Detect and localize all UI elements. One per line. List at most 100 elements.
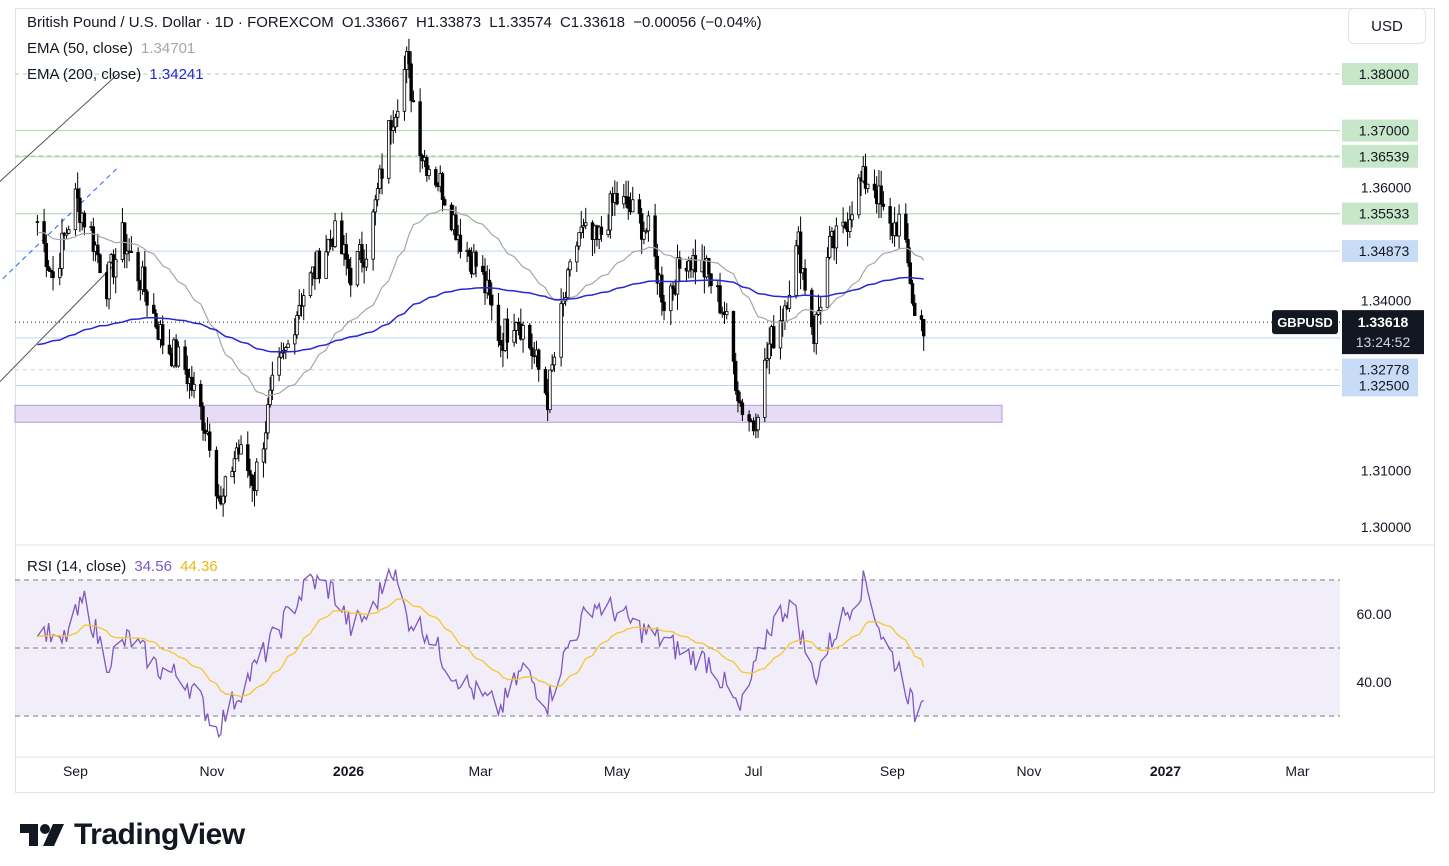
candle (566, 267, 570, 300)
candle-body (371, 211, 375, 260)
candle-body (270, 374, 275, 391)
candle-body (816, 310, 821, 315)
candle-body (552, 356, 557, 366)
candle-body (644, 230, 648, 233)
candle (579, 211, 583, 239)
candle (67, 225, 71, 235)
level-tag[interactable]: 1.34873 (1342, 240, 1418, 263)
candle (98, 253, 102, 274)
level-tag[interactable]: 1.38000 (1342, 63, 1418, 85)
currency-button[interactable]: USD (1348, 8, 1426, 44)
candle-body (622, 196, 626, 205)
candle (266, 397, 270, 440)
time-axis-label: Jul (745, 763, 763, 779)
candle-body (910, 283, 915, 304)
candle-body (707, 257, 711, 275)
candle-body (631, 199, 635, 213)
candle (122, 222, 127, 269)
candle (333, 212, 337, 249)
candle-body (73, 188, 78, 231)
candle (631, 186, 635, 213)
candle (402, 55, 407, 121)
candle-body (221, 495, 225, 505)
ema50-legend[interactable]: EMA (50, close) 1.34701 (27, 40, 199, 57)
rsi-tick: 60.00 (1356, 606, 1391, 622)
candle (606, 214, 610, 238)
candle (60, 218, 64, 276)
candle-body (255, 461, 259, 492)
level-tag[interactable]: 1.36539 (1342, 145, 1418, 168)
candle (608, 190, 613, 239)
ema200-legend[interactable]: EMA (200, close) 1.34241 (27, 66, 208, 83)
rsi-legend[interactable]: RSI (14, close) 34.56 44.36 (27, 558, 222, 575)
candle (897, 204, 901, 250)
candle-body (308, 272, 313, 297)
candle (756, 414, 760, 438)
candle (736, 381, 740, 413)
level-tag[interactable]: 1.35533 (1342, 202, 1418, 225)
time-axis-label: Sep (880, 763, 905, 779)
candle (78, 187, 82, 232)
candle-body (344, 244, 348, 260)
candle (725, 303, 729, 320)
candle (378, 164, 382, 194)
level-tag[interactable]: 1.32500 (1342, 374, 1418, 397)
candle (841, 207, 845, 234)
candle-body (297, 304, 301, 316)
candle (751, 417, 756, 436)
brand-name: TradingView (74, 818, 245, 851)
candle (765, 341, 769, 369)
candle-body (913, 302, 917, 316)
candle (881, 191, 886, 211)
candle (678, 250, 682, 283)
level-tag[interactable]: 1.37000 (1342, 119, 1418, 142)
candle (44, 234, 49, 278)
candle (738, 391, 742, 407)
candle-body (263, 432, 268, 450)
candle (816, 294, 821, 316)
candle (46, 260, 51, 272)
candle (626, 180, 630, 220)
ema50-label: EMA (50, close) (27, 40, 133, 57)
candle-body (514, 322, 519, 331)
candle (216, 484, 221, 502)
candle-body (754, 429, 758, 432)
candle-body (888, 206, 892, 224)
candle (176, 341, 181, 368)
candle-body (561, 300, 566, 305)
symbol-tag-bg (1272, 310, 1338, 335)
candle-body (608, 193, 613, 231)
last-price-tag: GBPUSD 1.33618 13:24:52 (1272, 310, 1424, 355)
candle (230, 466, 234, 478)
candle (481, 255, 485, 275)
candle (850, 201, 854, 228)
candle (223, 475, 228, 503)
candle (514, 321, 519, 344)
candle-body (248, 470, 252, 476)
ohlc-open: O1.33667 (341, 14, 408, 31)
candle-body (107, 261, 111, 300)
candle (866, 183, 870, 193)
candle (550, 354, 554, 373)
level-tag-value: 1.37000 (1359, 123, 1410, 139)
candle (232, 451, 237, 484)
candle-body (199, 383, 203, 407)
candle (848, 205, 852, 239)
candle (467, 247, 472, 272)
candle-body (581, 225, 586, 228)
candle-body (537, 349, 541, 370)
rsi-ma-value: 44.36 (180, 558, 218, 575)
candle (662, 294, 666, 321)
candle (340, 212, 344, 255)
candle (407, 38, 411, 79)
candle-body (82, 212, 87, 228)
candle (474, 250, 478, 278)
candle-body (671, 285, 675, 290)
tradingview-brand[interactable]: TradingView (18, 818, 245, 852)
candle (581, 218, 586, 239)
candle (794, 239, 798, 299)
candle (778, 305, 783, 360)
candle-body (904, 213, 908, 240)
candle-body (223, 476, 228, 497)
